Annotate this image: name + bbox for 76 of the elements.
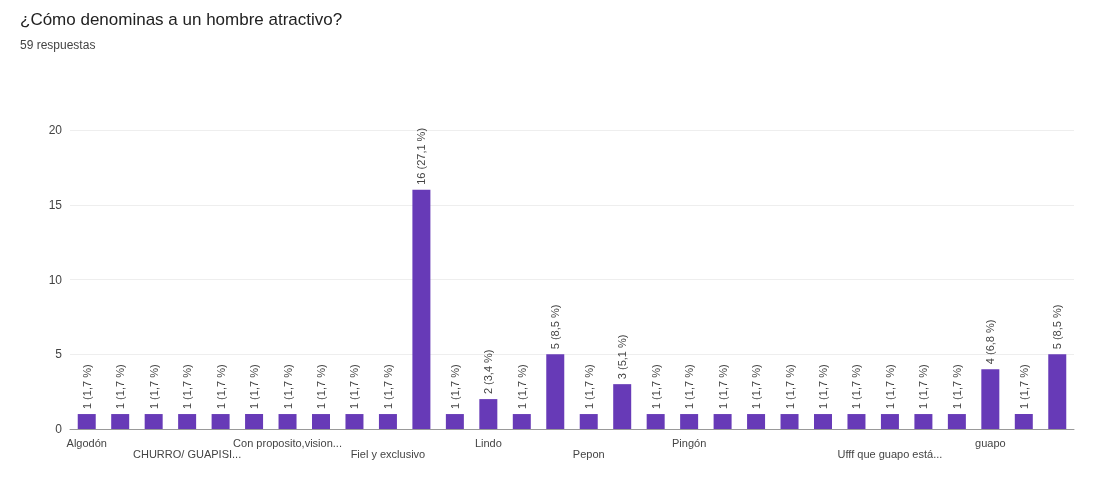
bar (814, 414, 832, 429)
bar (546, 354, 565, 429)
data-label: 1 (1,7 %) (181, 364, 194, 410)
bar (77, 414, 96, 429)
bar (512, 414, 531, 429)
data-label: 1 (1,7 %) (348, 364, 361, 410)
chart-subtitle: 59 respuestas (20, 38, 96, 52)
bar (947, 414, 966, 429)
bar (378, 414, 397, 429)
y-tick-label: 20 (48, 123, 63, 137)
bar (914, 414, 933, 429)
bar (211, 414, 230, 429)
data-label: 1 (1,7 %) (950, 364, 963, 410)
bar (144, 414, 163, 429)
bar (312, 414, 330, 429)
data-label: 1 (1,7 %) (883, 364, 896, 410)
x-tick-label: Ufff que guapo está... (837, 447, 943, 460)
data-label: 1 (1,7 %) (147, 364, 160, 410)
bar (646, 414, 665, 429)
bar (780, 414, 799, 429)
x-tick-label: Con proposito,vision... (233, 436, 342, 449)
data-label: 16 (27,1 %) (415, 127, 428, 185)
data-label: 5 (8,5 %) (1051, 304, 1064, 350)
bar (111, 414, 130, 429)
data-label: 1 (1,7 %) (214, 364, 227, 410)
bar (747, 414, 766, 429)
data-label: 2 (3,4 %) (482, 349, 495, 395)
data-label: 1 (1,7 %) (248, 364, 261, 410)
bar (479, 399, 498, 429)
bar (278, 414, 297, 429)
data-label: 4 (6,8 %) (984, 319, 997, 365)
bar (345, 414, 364, 429)
bar (1014, 414, 1033, 429)
x-tick-label: Lindo (474, 436, 502, 449)
y-tick-label: 15 (48, 197, 63, 212)
data-label: 1 (1,7 %) (515, 364, 528, 410)
bar (445, 414, 464, 429)
data-label: 1 (1,7 %) (716, 364, 729, 410)
x-tick-label: Fiel y exclusivo (350, 447, 426, 460)
data-label: 1 (1,7 %) (448, 364, 461, 410)
data-label: 1 (1,7 %) (783, 364, 796, 410)
bar (579, 414, 598, 429)
data-label: 1 (1,7 %) (281, 364, 294, 410)
bar (1048, 354, 1067, 429)
bar (981, 369, 1000, 429)
x-tick-label: Pingón (672, 436, 707, 449)
data-label: 1 (1,7 %) (381, 364, 394, 410)
x-tick-label: guapo (975, 436, 1006, 449)
y-tick-label: 5 (55, 347, 63, 362)
bar (847, 414, 866, 429)
data-label: 1 (1,7 %) (315, 364, 327, 410)
data-label: 1 (1,7 %) (750, 364, 763, 410)
bar (245, 414, 264, 429)
bar (880, 414, 899, 429)
y-tick-label: 10 (48, 272, 63, 287)
data-label: 1 (1,7 %) (917, 364, 930, 410)
data-label: 3 (5,1 %) (616, 334, 629, 380)
bar (713, 414, 732, 429)
data-label: 1 (1,7 %) (850, 364, 863, 410)
bar (613, 384, 632, 429)
x-tick-label: Algodón (66, 436, 107, 449)
data-label: 1 (1,7 %) (582, 364, 595, 410)
chart-title: ¿Cómo denominas a un hombre atractivo? (20, 10, 343, 30)
x-tick-label: CHURRO/ GUAPISI... (133, 447, 242, 460)
bar (178, 414, 197, 429)
bar (680, 414, 699, 429)
bar (412, 189, 431, 429)
data-label: 1 (1,7 %) (80, 364, 93, 410)
data-label: 1 (1,7 %) (683, 364, 696, 410)
y-tick-label: 0 (55, 422, 63, 436)
x-tick-label: Pepon (572, 447, 605, 460)
data-label: 5 (8,5 %) (549, 304, 562, 350)
data-label: 1 (1,7 %) (649, 364, 662, 410)
data-label: 1 (1,7 %) (817, 364, 829, 410)
data-label: 1 (1,7 %) (1017, 364, 1030, 410)
data-label: 1 (1,7 %) (114, 364, 127, 410)
